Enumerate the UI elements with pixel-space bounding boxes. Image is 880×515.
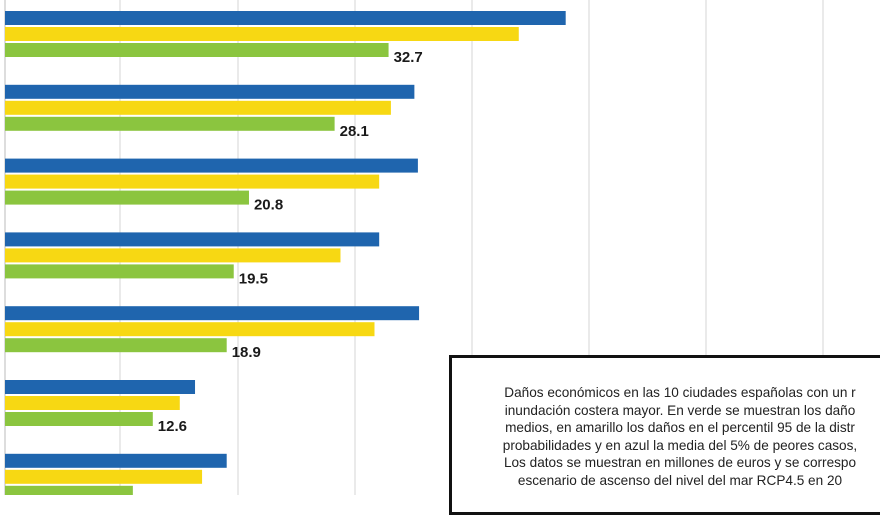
bar-worst-5pct-mean [5,453,227,468]
note-line: Los datos se muestran en millones de eur… [503,455,857,471]
data-label: 32.7 [394,49,423,66]
data-label: 28.1 [340,123,369,140]
bar-percentile-95 [5,322,375,337]
note-line: Daños económicos en las 10 ciudades espa… [504,385,856,400]
note-line: probabilidades y en azul la media del 5%… [502,437,858,453]
bar-chart: 32.7 28.1 20.8 19.5 18.9 12.6 10.9 [4,0,824,495]
gridlines [4,0,824,495]
bar-percentile-95 [5,27,519,41]
note-line: escenario de ascenso del nivel del mar R… [517,472,843,488]
bar-worst-5pct-mean [5,158,418,173]
bar-percentile-95 [5,174,380,189]
data-label: 20.8 [254,197,283,214]
bar-median [5,190,249,205]
data-label: 12.6 [158,418,187,435]
bar-median [5,116,335,131]
bar-percentile-95 [5,469,203,484]
bars [5,11,566,495]
bar-median [5,338,227,353]
bar-worst-5pct-mean [5,380,196,394]
data-label: 19.5 [239,270,268,287]
bar-percentile-95 [5,396,180,410]
bar-worst-5pct-mean [5,84,415,99]
chart-container: 32.7 28.1 20.8 19.5 18.9 12.6 10.9 Daños econó… [4,0,880,515]
note-line: inundación costera mayor. En verde se mu… [504,402,856,418]
bar-median [5,264,234,279]
bar-median [5,412,153,426]
bar-percentile-95 [5,100,391,115]
data-labels: 32.7 28.1 20.8 19.5 18.9 12.6 10.9 [138,49,423,495]
bar-percentile-95 [5,248,341,263]
bar-worst-5pct-mean [5,232,380,247]
data-label: 18.9 [232,344,261,361]
data-label: 10.9 [138,492,167,495]
bar-median [5,43,389,57]
note-line: medios, en amarillo los daños en el perc… [505,420,855,436]
bar-worst-5pct-mean [5,306,420,321]
bar-worst-5pct-mean [5,11,566,25]
bar-median [5,485,133,495]
chart-note-box: Daños económicos en las 10 ciudades espa… [449,355,880,515]
